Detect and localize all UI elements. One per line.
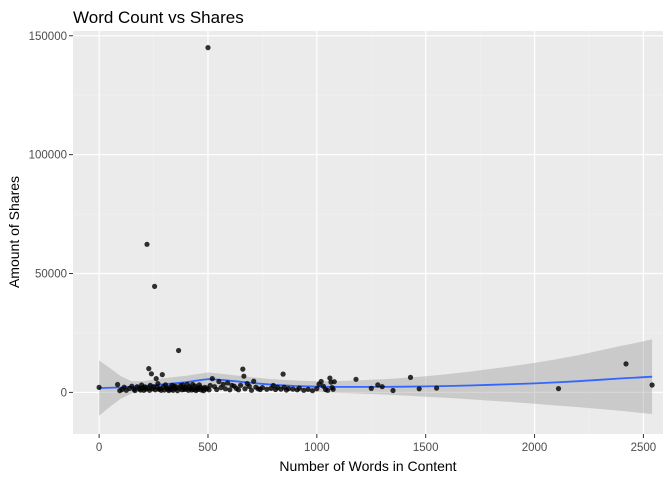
data-point bbox=[623, 361, 629, 367]
data-point bbox=[353, 376, 359, 382]
data-point bbox=[296, 385, 302, 391]
data-point bbox=[305, 386, 311, 392]
data-point bbox=[148, 371, 154, 377]
data-point bbox=[238, 382, 244, 388]
data-point bbox=[242, 386, 248, 392]
data-point bbox=[259, 385, 265, 391]
data-point bbox=[434, 385, 440, 391]
major-gridlines bbox=[73, 31, 663, 434]
data-point bbox=[375, 382, 381, 388]
data-point bbox=[649, 382, 655, 388]
x-tick-label: 1000 bbox=[304, 442, 330, 454]
scatter-points bbox=[96, 45, 655, 394]
data-point bbox=[225, 380, 231, 386]
y-tick-label: 50000 bbox=[35, 269, 67, 281]
y-tick-label: 100000 bbox=[29, 150, 67, 162]
data-point bbox=[309, 388, 316, 394]
data-point bbox=[222, 386, 228, 392]
data-point bbox=[246, 383, 252, 389]
data-point bbox=[205, 45, 211, 51]
data-point bbox=[144, 241, 150, 247]
data-point bbox=[379, 384, 385, 390]
data-point bbox=[146, 366, 152, 372]
data-point bbox=[96, 384, 102, 390]
data-point bbox=[280, 371, 286, 377]
data-point bbox=[270, 382, 276, 389]
data-point bbox=[330, 386, 336, 392]
data-point bbox=[368, 385, 374, 391]
data-point bbox=[325, 387, 331, 393]
data-point bbox=[555, 386, 562, 392]
data-point bbox=[159, 372, 165, 378]
data-point bbox=[241, 373, 247, 379]
data-point bbox=[264, 386, 270, 392]
y-axis-title: Amount of Shares bbox=[6, 176, 22, 288]
data-point bbox=[235, 387, 242, 393]
data-point bbox=[209, 376, 215, 382]
data-point bbox=[314, 386, 320, 392]
data-point bbox=[220, 381, 226, 387]
data-point bbox=[153, 376, 159, 382]
confidence-band bbox=[99, 339, 653, 416]
data-point bbox=[227, 387, 233, 393]
data-point bbox=[331, 379, 337, 385]
data-point bbox=[206, 387, 212, 393]
x-tick-label: 2500 bbox=[631, 442, 657, 454]
data-point bbox=[216, 378, 222, 385]
data-point bbox=[132, 387, 138, 394]
minor-gridlines bbox=[73, 31, 663, 434]
plot-panel bbox=[73, 31, 663, 434]
data-point bbox=[214, 386, 220, 393]
data-point bbox=[251, 378, 257, 384]
x-axis-title: Number of Words in Content bbox=[279, 458, 456, 474]
x-tick-label: 2000 bbox=[522, 442, 548, 454]
data-point bbox=[248, 387, 255, 393]
data-point bbox=[240, 366, 246, 372]
data-point bbox=[115, 381, 121, 388]
data-point bbox=[390, 387, 396, 394]
x-tick-label: 0 bbox=[96, 442, 102, 454]
data-point bbox=[155, 381, 161, 387]
chart-title: Word Count vs Shares bbox=[73, 8, 244, 27]
data-point bbox=[301, 387, 307, 393]
y-axis-ticks: 0 50000 100000 150000 bbox=[29, 31, 73, 399]
y-tick-label: 0 bbox=[61, 387, 67, 399]
data-point bbox=[416, 386, 422, 392]
x-axis-ticks: 0 500 1000 1500 2000 2500 bbox=[96, 434, 656, 454]
data-point bbox=[152, 283, 158, 289]
data-point bbox=[290, 386, 296, 392]
data-point bbox=[407, 374, 414, 380]
x-tick-label: 1500 bbox=[413, 442, 439, 454]
data-point bbox=[327, 375, 333, 381]
smooth-trend-line bbox=[99, 375, 653, 389]
data-point bbox=[207, 382, 213, 389]
data-point bbox=[176, 347, 182, 354]
x-tick-label: 500 bbox=[198, 442, 217, 454]
y-tick-label: 150000 bbox=[29, 31, 67, 43]
data-point bbox=[318, 378, 324, 385]
data-point bbox=[285, 386, 292, 392]
